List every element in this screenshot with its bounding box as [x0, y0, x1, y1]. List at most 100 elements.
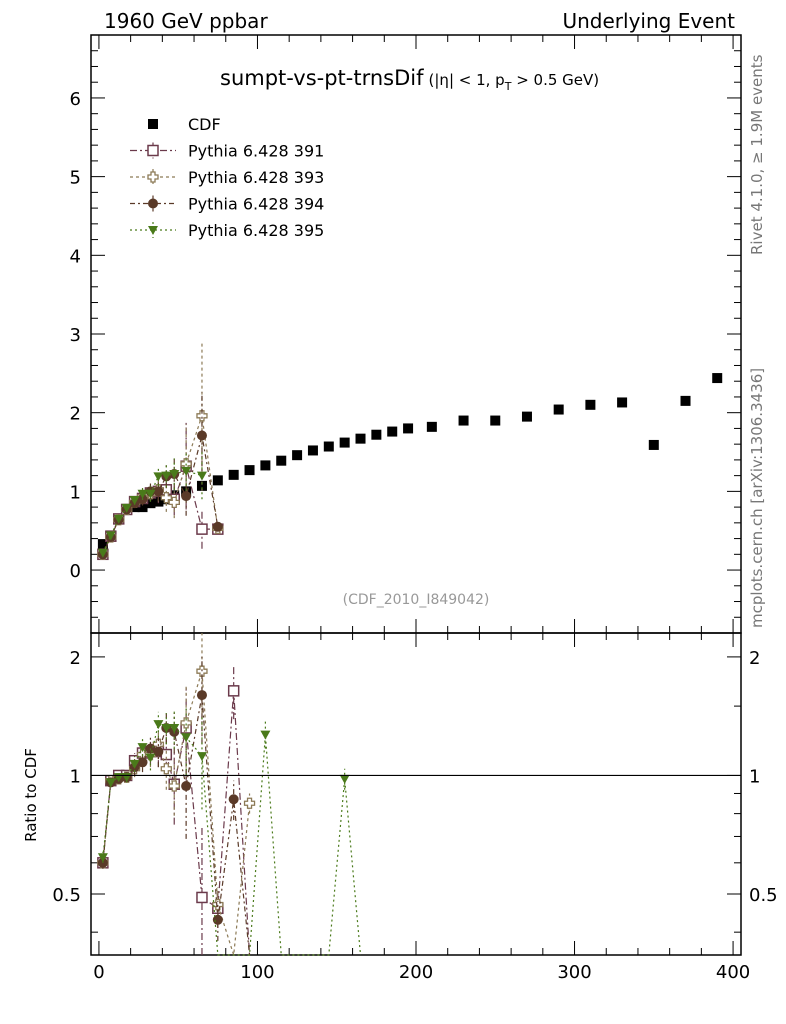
series-4-point	[169, 470, 180, 480]
series-0-point	[458, 415, 469, 426]
legend-label: Pythia 6.428 391	[188, 142, 324, 161]
series-4-ratio-point	[97, 853, 108, 863]
series-2-point	[196, 410, 208, 422]
series-4-point	[129, 496, 140, 506]
series-4-ratio-point	[137, 743, 148, 753]
series-4-ratio-point	[105, 778, 116, 788]
series-3-point	[212, 521, 223, 532]
x-tick-label: 300	[557, 962, 591, 983]
series-2-ratio-point	[168, 780, 180, 792]
series-0-point	[292, 450, 303, 461]
series-1-line	[102, 464, 218, 555]
ratio-tick-label: 2	[70, 648, 81, 669]
series-2-ratio-point	[160, 763, 172, 775]
y-tick-label: 2	[70, 404, 81, 425]
series-0-point	[323, 441, 334, 452]
series-4-ratio-point	[169, 723, 180, 733]
series-0-point	[212, 475, 223, 486]
legend-label: Pythia 6.428 393	[188, 168, 324, 187]
series-0-point	[426, 421, 437, 432]
legend-marker	[148, 226, 158, 235]
series-0-point	[490, 415, 501, 426]
series-4-ratio-point	[196, 752, 207, 762]
y-tick-label: 3	[70, 325, 81, 346]
header-right: Underlying Event	[562, 9, 735, 33]
series-3-ratio-point	[212, 914, 223, 925]
series-3-point	[196, 430, 207, 441]
x-tick-label: 100	[240, 962, 274, 983]
legend-marker	[147, 144, 159, 157]
series-4-ratio-point	[161, 723, 172, 733]
series-3-ratio-point	[228, 794, 239, 805]
analysis-label: (CDF_2010_I849042)	[343, 592, 490, 608]
series-4-line	[102, 470, 203, 553]
series-0-point	[355, 433, 366, 444]
series-0-point	[617, 397, 628, 408]
legend-marker	[148, 119, 158, 129]
series-1-ratio-point	[196, 891, 208, 904]
series-4-ratio-point	[181, 733, 192, 743]
series-3-ratio-point	[153, 746, 164, 757]
series-0-point	[276, 455, 287, 466]
series-0-point	[244, 465, 255, 476]
chart-title: sumpt-vs-pt-trnsDif (|η| < 1, pT > 0.5 Ge…	[220, 66, 599, 93]
series-3-ratio-point	[181, 781, 192, 792]
series-0-point	[553, 404, 564, 415]
ratio-frame	[90, 632, 742, 956]
series-4-point	[105, 531, 116, 541]
series-4-point	[181, 466, 192, 476]
x-tick-label: 400	[716, 962, 750, 983]
series-4-point	[196, 471, 207, 481]
series-0-point	[97, 539, 108, 550]
series-4-ratio-point	[153, 720, 164, 730]
series-4-ratio-point	[260, 730, 271, 740]
series-4-ratio-point	[339, 774, 350, 784]
y-tick-label: 6	[70, 89, 81, 110]
series-3-ratio-point	[137, 757, 148, 768]
ratio-tick-label: 0.5	[52, 885, 81, 906]
y-tick-label: 1	[70, 482, 81, 503]
legend-marker	[148, 198, 158, 209]
y-tick-label: 0	[70, 561, 81, 582]
series-2-point	[168, 496, 180, 509]
series-0-point	[403, 423, 414, 434]
legend-marker	[147, 171, 159, 183]
series-0-point	[145, 498, 156, 509]
legend-label: Pythia 6.428 394	[188, 195, 324, 214]
series-2-point	[160, 492, 172, 504]
series-0-point	[339, 437, 350, 448]
series-4-point	[153, 472, 164, 482]
series-1-ratio-point	[227, 685, 240, 697]
series-0-point	[648, 439, 659, 450]
series-1-point	[196, 523, 208, 535]
series-4-ratio-point	[129, 759, 140, 769]
series-0-point	[680, 395, 691, 406]
y-tick-label: 5	[70, 168, 81, 189]
series-3-ratio-point	[196, 690, 207, 701]
series-0-point	[307, 445, 318, 456]
rivet-label: Rivet 4.1.0, ≥ 1.9M events	[748, 54, 766, 255]
series-4-ratio-point	[145, 753, 156, 763]
series-4-point	[113, 514, 124, 524]
series-4-point	[145, 489, 156, 499]
series-0-point	[371, 429, 382, 440]
ratio-tick-label-right: 0.5	[749, 885, 778, 906]
series-2-ratio-point	[180, 717, 192, 729]
series-0-point	[260, 460, 271, 471]
header-left: 1960 GeV ppbar	[104, 9, 268, 33]
x-tick-label: 200	[399, 962, 433, 983]
x-tick-label: 0	[93, 962, 104, 983]
series-3-point	[181, 491, 192, 502]
series-0-point	[585, 399, 596, 410]
series-0-point	[387, 426, 398, 437]
series-4-point	[137, 489, 148, 499]
main-series-layer	[97, 341, 723, 561]
series-0-point	[196, 480, 207, 491]
ratio-tick-label: 1	[70, 766, 81, 787]
ratio-tick-label-right: 1	[749, 766, 760, 787]
ratio-ylabel: Ratio to CDF	[22, 748, 40, 842]
legend-label: CDF	[188, 115, 221, 134]
series-0-point	[521, 411, 532, 422]
series-0-point	[228, 469, 239, 480]
